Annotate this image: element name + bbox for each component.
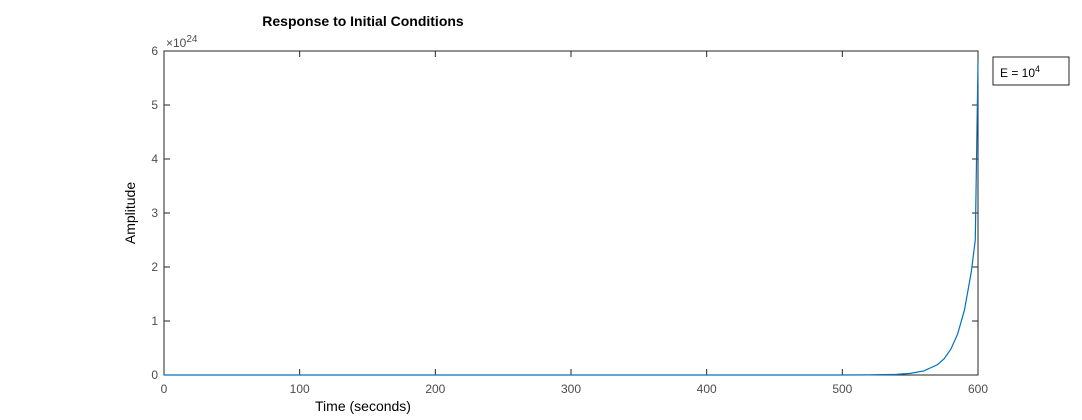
x-axis-label: Time (seconds) (315, 398, 411, 414)
y-tick-label: 5 (151, 98, 158, 112)
legend-entry-power: 4 (1035, 64, 1040, 74)
x-tick-label: 200 (425, 382, 445, 396)
x-tick-label: 400 (697, 382, 717, 396)
series-line-e-10-4 (164, 61, 979, 376)
y-exponent-label: ×1024 (166, 34, 198, 50)
y-tick-label: 6 (151, 44, 158, 58)
legend-entry-e-10-4: E = 104 (1000, 64, 1040, 80)
tick-marks (163, 50, 979, 376)
x-tick-label: 600 (968, 382, 988, 396)
y-tick-labels: 0 1 2 3 4 5 6 (151, 44, 158, 382)
x-tick-label: 0 (161, 382, 168, 396)
x-tick-labels: 0 100 200 300 400 500 600 (161, 382, 989, 396)
y-tick-label: 4 (151, 152, 158, 166)
y-tick-label: 0 (151, 368, 158, 382)
x-tick-label: 300 (561, 382, 581, 396)
y-exponent-power: 24 (186, 34, 198, 45)
legend-entry-text: E = 10 (1000, 66, 1035, 80)
plot-area (163, 50, 979, 376)
x-tick-label: 100 (290, 382, 310, 396)
legend-box (992, 56, 1070, 86)
y-tick-label: 3 (151, 206, 158, 220)
y-tick-label: 2 (151, 260, 158, 274)
y-axis-label: Amplitude (122, 182, 138, 244)
legend: E = 104 (992, 56, 1070, 86)
y-exponent-base: ×10 (166, 36, 187, 50)
chart-title: Response to Initial Conditions (262, 13, 464, 29)
x-tick-label: 500 (832, 382, 852, 396)
y-tick-label: 1 (151, 314, 158, 328)
